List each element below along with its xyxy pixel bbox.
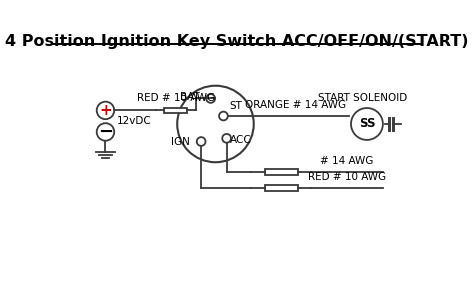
Text: RED # 10 AWG: RED # 10 AWG <box>137 93 215 103</box>
Text: RED # 10 AWG: RED # 10 AWG <box>308 172 386 182</box>
Text: −: − <box>98 123 113 141</box>
Text: BAT: BAT <box>180 92 200 102</box>
Text: IGN: IGN <box>171 137 190 146</box>
Text: ORANGE # 14 AWG: ORANGE # 14 AWG <box>245 100 346 110</box>
Text: +: + <box>99 102 112 117</box>
Text: # 14 AWG: # 14 AWG <box>320 156 374 166</box>
Bar <box>264 169 298 174</box>
Bar <box>164 108 187 113</box>
Text: SS: SS <box>359 117 375 131</box>
Text: 4 Position Ignition Key Switch ACC/OFF/ON/(START): 4 Position Ignition Key Switch ACC/OFF/O… <box>5 34 469 49</box>
Bar <box>264 185 298 191</box>
Text: ST: ST <box>230 101 243 111</box>
Text: 12vDC: 12vDC <box>117 116 151 126</box>
Text: ACC: ACC <box>230 135 252 145</box>
Text: START SOLENOID: START SOLENOID <box>319 93 408 103</box>
